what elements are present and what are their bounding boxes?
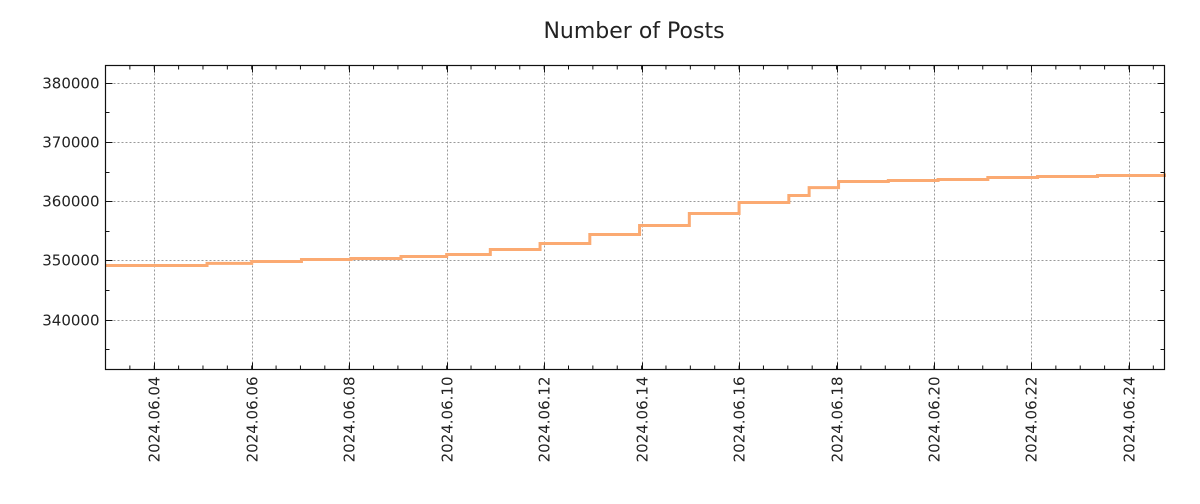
grid (106, 66, 1165, 370)
y-tick-label: 350000 (42, 252, 99, 270)
y-tick-label: 380000 (42, 75, 99, 93)
x-tick-label: 2024.06.14 (634, 377, 652, 463)
series-layer (105, 174, 1164, 266)
series-line (106, 174, 1165, 266)
y-tick-label: 370000 (42, 134, 99, 152)
x-tick-label: 2024.06.12 (536, 377, 554, 463)
x-tick-label: 2024.06.06 (244, 377, 262, 463)
x-tick-label: 2024.06.22 (1023, 377, 1041, 463)
chart-title: Number of Posts (543, 19, 724, 44)
x-tick-label: 2024.06.04 (146, 377, 164, 463)
plot-frame (106, 66, 1165, 370)
y-tick-label: 340000 (42, 312, 99, 330)
x-tick-label: 2024.06.10 (439, 377, 457, 463)
x-tick-label: 2024.06.20 (926, 377, 944, 463)
y-tick-label: 360000 (42, 193, 99, 211)
x-tick-label: 2024.06.24 (1121, 377, 1139, 463)
x-tick-label: 2024.06.16 (731, 377, 749, 463)
x-tick-label: 2024.06.08 (341, 377, 359, 463)
x-tick-label: 2024.06.18 (829, 377, 847, 463)
